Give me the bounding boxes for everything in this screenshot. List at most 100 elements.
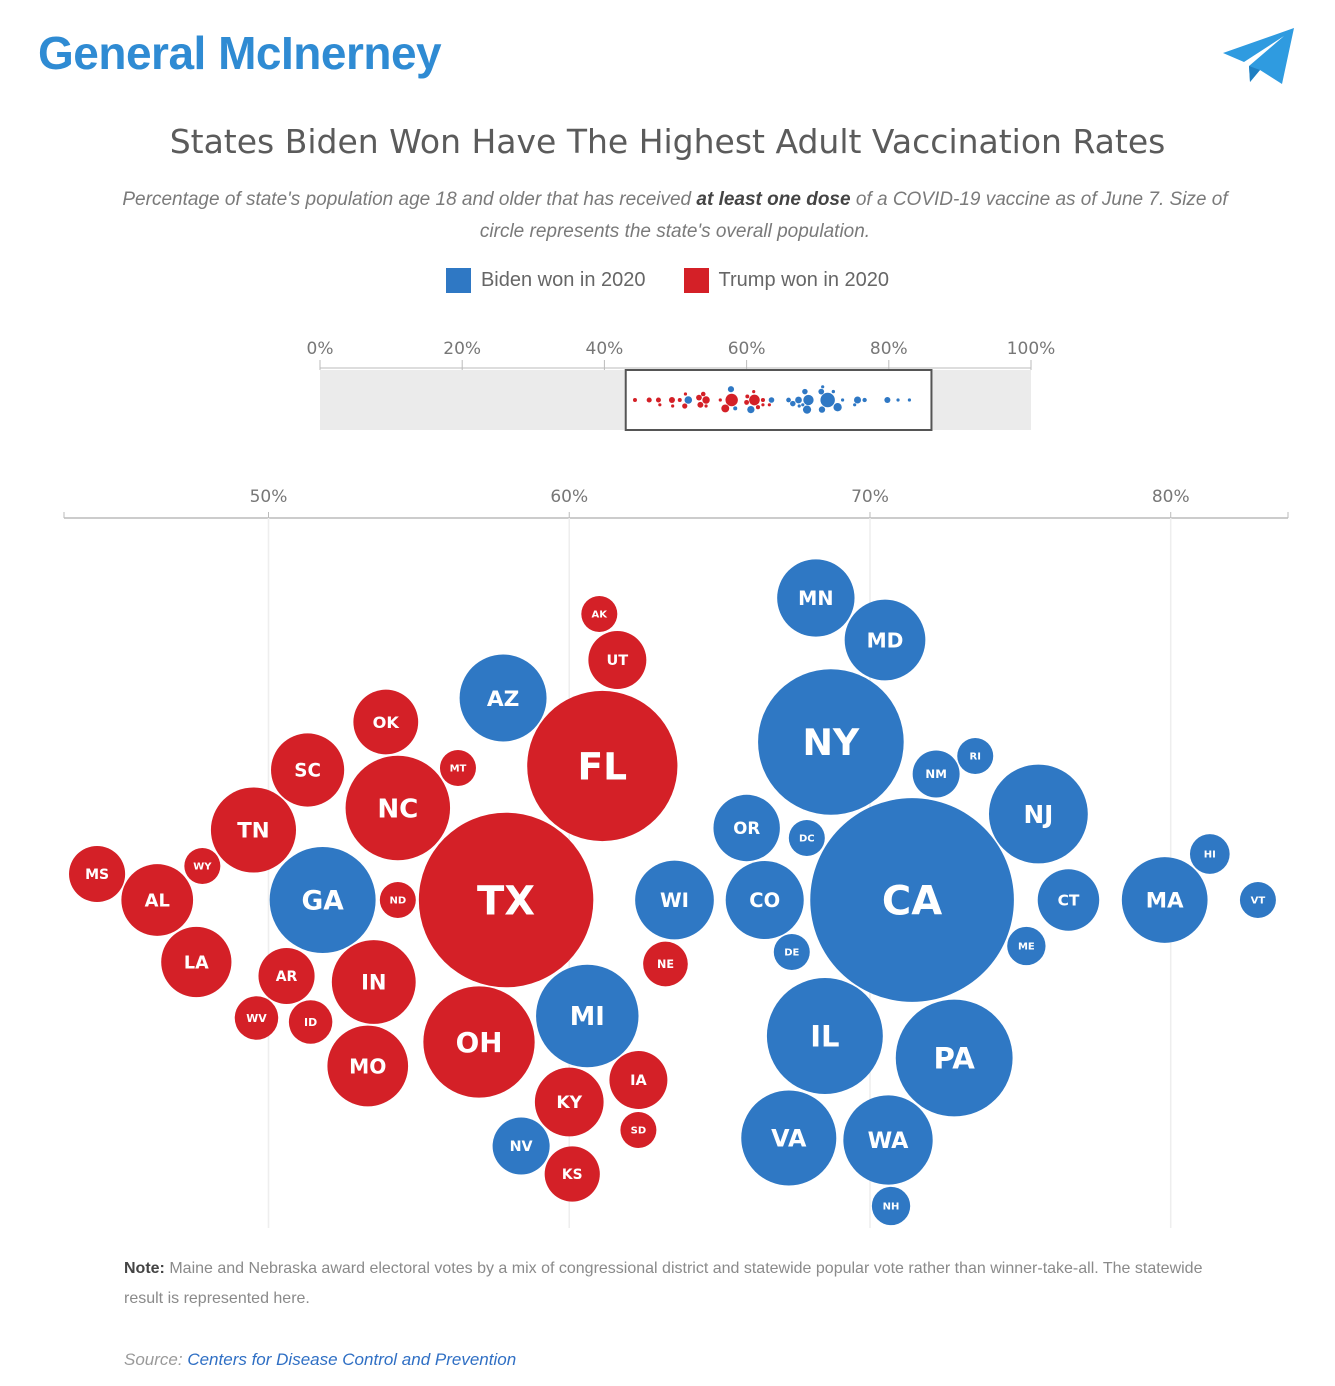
bubble-circle-il: [766, 978, 883, 1094]
overview-dot-hi: [896, 398, 900, 402]
bubble-ct: CT: [1037, 869, 1100, 931]
overview-dot-oh: [721, 404, 730, 413]
overview-tick-label: 100%: [1007, 339, 1056, 359]
bubble-label-pa: PA: [934, 1042, 976, 1076]
bubble-de: DE: [773, 934, 810, 970]
chart-legend: Biden won in 2020 Trump won in 2020: [0, 268, 1335, 293]
bubble-circle-sc: [271, 733, 345, 807]
legend-item-biden: Biden won in 2020: [445, 268, 646, 293]
overview-dot-in: [697, 401, 704, 408]
bubble-circle-vt: [1239, 882, 1276, 918]
bubble-ut: UT: [588, 631, 647, 689]
bubble-ma: MA: [1121, 857, 1208, 943]
overview-dot-md: [818, 388, 825, 395]
subtitle-text-after: of a COVID-19 vaccine as of June 7. Size…: [479, 189, 1228, 242]
overview-dot-la: [655, 397, 661, 403]
overview-dot-mn: [802, 388, 808, 395]
bubble-circle-oh: [423, 986, 535, 1098]
bubble-circle-ok: [353, 689, 419, 755]
bubble-label-sd: SD: [631, 1126, 647, 1137]
bubble-label-nd: ND: [389, 896, 406, 907]
bubble-mo: MO: [327, 1025, 409, 1107]
overview-dot-wy: [658, 403, 662, 407]
telegram-icon[interactable]: [1220, 26, 1298, 88]
bubble-label-sc: SC: [294, 761, 321, 782]
bubble-label-ma: MA: [1146, 889, 1184, 914]
bubble-label-de: DE: [784, 948, 799, 959]
note-label: Note:: [124, 1260, 165, 1277]
bubble-circle-ri: [957, 738, 994, 774]
overview-dot-ne: [767, 403, 771, 407]
bubble-nh: NH: [871, 1186, 911, 1226]
bubble-circle-ma: [1121, 857, 1208, 943]
bubble-la: LA: [161, 926, 232, 998]
main-tick-label: 70%: [851, 487, 889, 507]
bubble-ok: OK: [353, 689, 419, 755]
bubble-dc: DC: [788, 820, 825, 856]
bubble-label-wa: WA: [868, 1128, 910, 1154]
overview-tick-label: 0%: [307, 339, 334, 359]
bubble-mn: MN: [777, 559, 855, 637]
overview-dot-ms: [632, 398, 637, 402]
bubble-label-nc: NC: [377, 794, 418, 824]
bubble-circle-ga: [269, 847, 376, 953]
bubble-nd: ND: [379, 882, 416, 918]
bubble-circle-az: [459, 654, 547, 742]
bubble-label-oh: OH: [456, 1026, 503, 1059]
bubble-circle-tx: [418, 812, 594, 988]
bubble-sd: SD: [620, 1112, 657, 1148]
overview-dot-wa: [818, 406, 826, 413]
bubble-circle-nh: [871, 1186, 911, 1226]
overview-dot-ak: [752, 390, 756, 394]
bubble-label-nh: NH: [883, 1202, 900, 1213]
overview-tick-label: 20%: [443, 339, 481, 359]
overview-dot-ny: [803, 394, 814, 406]
bubble-label-ks: KS: [562, 1167, 583, 1183]
overview-dot-ia: [760, 397, 766, 403]
overview-dot-wv: [671, 404, 675, 408]
bubble-ms: MS: [69, 845, 126, 903]
bubble-in: IN: [331, 940, 416, 1024]
overview-dot-nc: [702, 396, 710, 404]
bubble-tx: TX: [418, 812, 594, 988]
bubble-circle-nc: [345, 755, 451, 861]
bubble-label-nm: NM: [925, 767, 946, 781]
bubble-circle-wv: [234, 996, 279, 1040]
bubble-az: AZ: [459, 654, 547, 742]
bubble-label-nv: NV: [510, 1139, 533, 1155]
bubble-sc: SC: [271, 733, 345, 807]
overview-dot-sc: [682, 403, 688, 409]
overview-dot-nv: [733, 406, 738, 411]
bubble-vt: VT: [1239, 882, 1276, 918]
overview-dot-nm: [831, 389, 836, 394]
bubble-hi: HI: [1189, 834, 1230, 874]
overview-selection-box: [624, 369, 933, 431]
bubble-label-ne: NE: [657, 958, 674, 971]
bubble-ky: KY: [534, 1067, 604, 1137]
channel-name[interactable]: General McInerney: [38, 27, 442, 79]
overview-dot-or: [786, 397, 791, 403]
legend-swatch-trump: [683, 268, 709, 293]
source-link[interactable]: Centers for Disease Control and Preventi…: [187, 1350, 517, 1369]
bubble-circle-nj: [988, 764, 1088, 864]
bubble-nm: NM: [912, 750, 960, 798]
bubble-circle-ca: [810, 798, 1014, 1002]
bubble-label-ak: AK: [592, 610, 609, 621]
overview-dot-tx: [725, 393, 738, 407]
bubble-label-ok: OK: [373, 713, 401, 732]
bubble-label-tx: TX: [477, 878, 535, 924]
bubble-circle-nd: [379, 882, 416, 918]
chart-note: Note: Maine and Nebraska award electoral…: [124, 1254, 1214, 1314]
overview-dot-dc: [801, 403, 805, 407]
bubble-circle-mn: [777, 559, 855, 637]
bubble-circle-ky: [534, 1067, 604, 1137]
overview-dot-nd: [704, 404, 708, 408]
bubble-label-me: ME: [1018, 942, 1035, 953]
overview-dot-ct: [862, 397, 867, 403]
overview-dot-nh: [821, 385, 825, 389]
bubble-label-md: MD: [867, 628, 904, 652]
bubble-circle-me: [1007, 926, 1046, 966]
overview-dot-vt: [907, 398, 912, 402]
overview-dot-ks: [745, 394, 750, 399]
bubble-label-al: AL: [145, 890, 170, 911]
